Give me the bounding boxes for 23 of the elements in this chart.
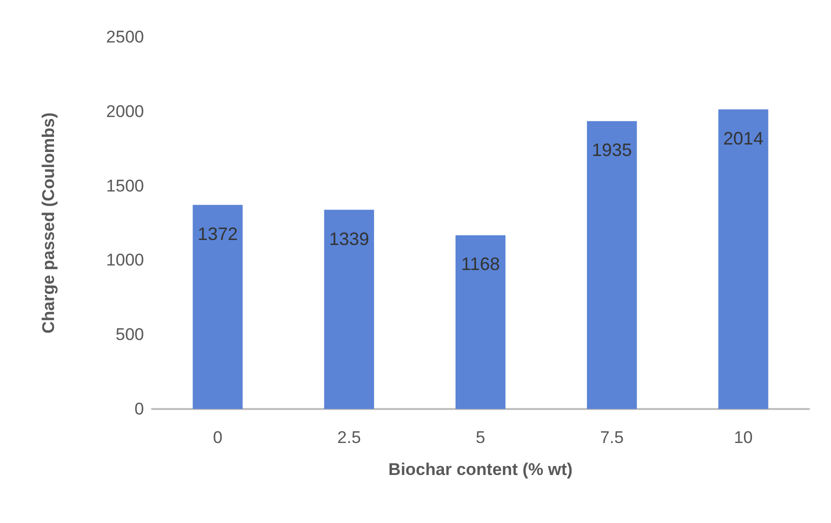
y-tick-label: 0 (134, 400, 144, 418)
bar (586, 121, 637, 409)
x-tick-label: 5 (476, 428, 486, 447)
data-label: 1168 (461, 254, 500, 274)
x-tick-label: 0 (212, 428, 222, 447)
y-tick-label: 500 (116, 325, 144, 344)
y-tick-label: 1500 (106, 176, 144, 196)
data-label: 2014 (723, 128, 764, 148)
x-tick-label: 10 (734, 428, 753, 447)
data-label: 1935 (592, 140, 632, 160)
bar (324, 210, 374, 409)
x-axis-title: Biochar content (% wt) (388, 460, 573, 479)
bar (192, 204, 243, 409)
x-tick-label: 2.5 (337, 428, 361, 447)
data-label: 1372 (198, 224, 238, 244)
y-axis-title: Charge passed (Coulombs) (39, 112, 58, 334)
bar (456, 235, 506, 409)
bar (718, 109, 768, 409)
data-label: 1339 (329, 228, 370, 249)
y-tick-label: 2000 (106, 102, 144, 121)
y-tick-label: 2500 (106, 28, 144, 46)
y-tick-label: 1000 (106, 250, 144, 270)
x-tick-label: 7.5 (600, 428, 624, 447)
